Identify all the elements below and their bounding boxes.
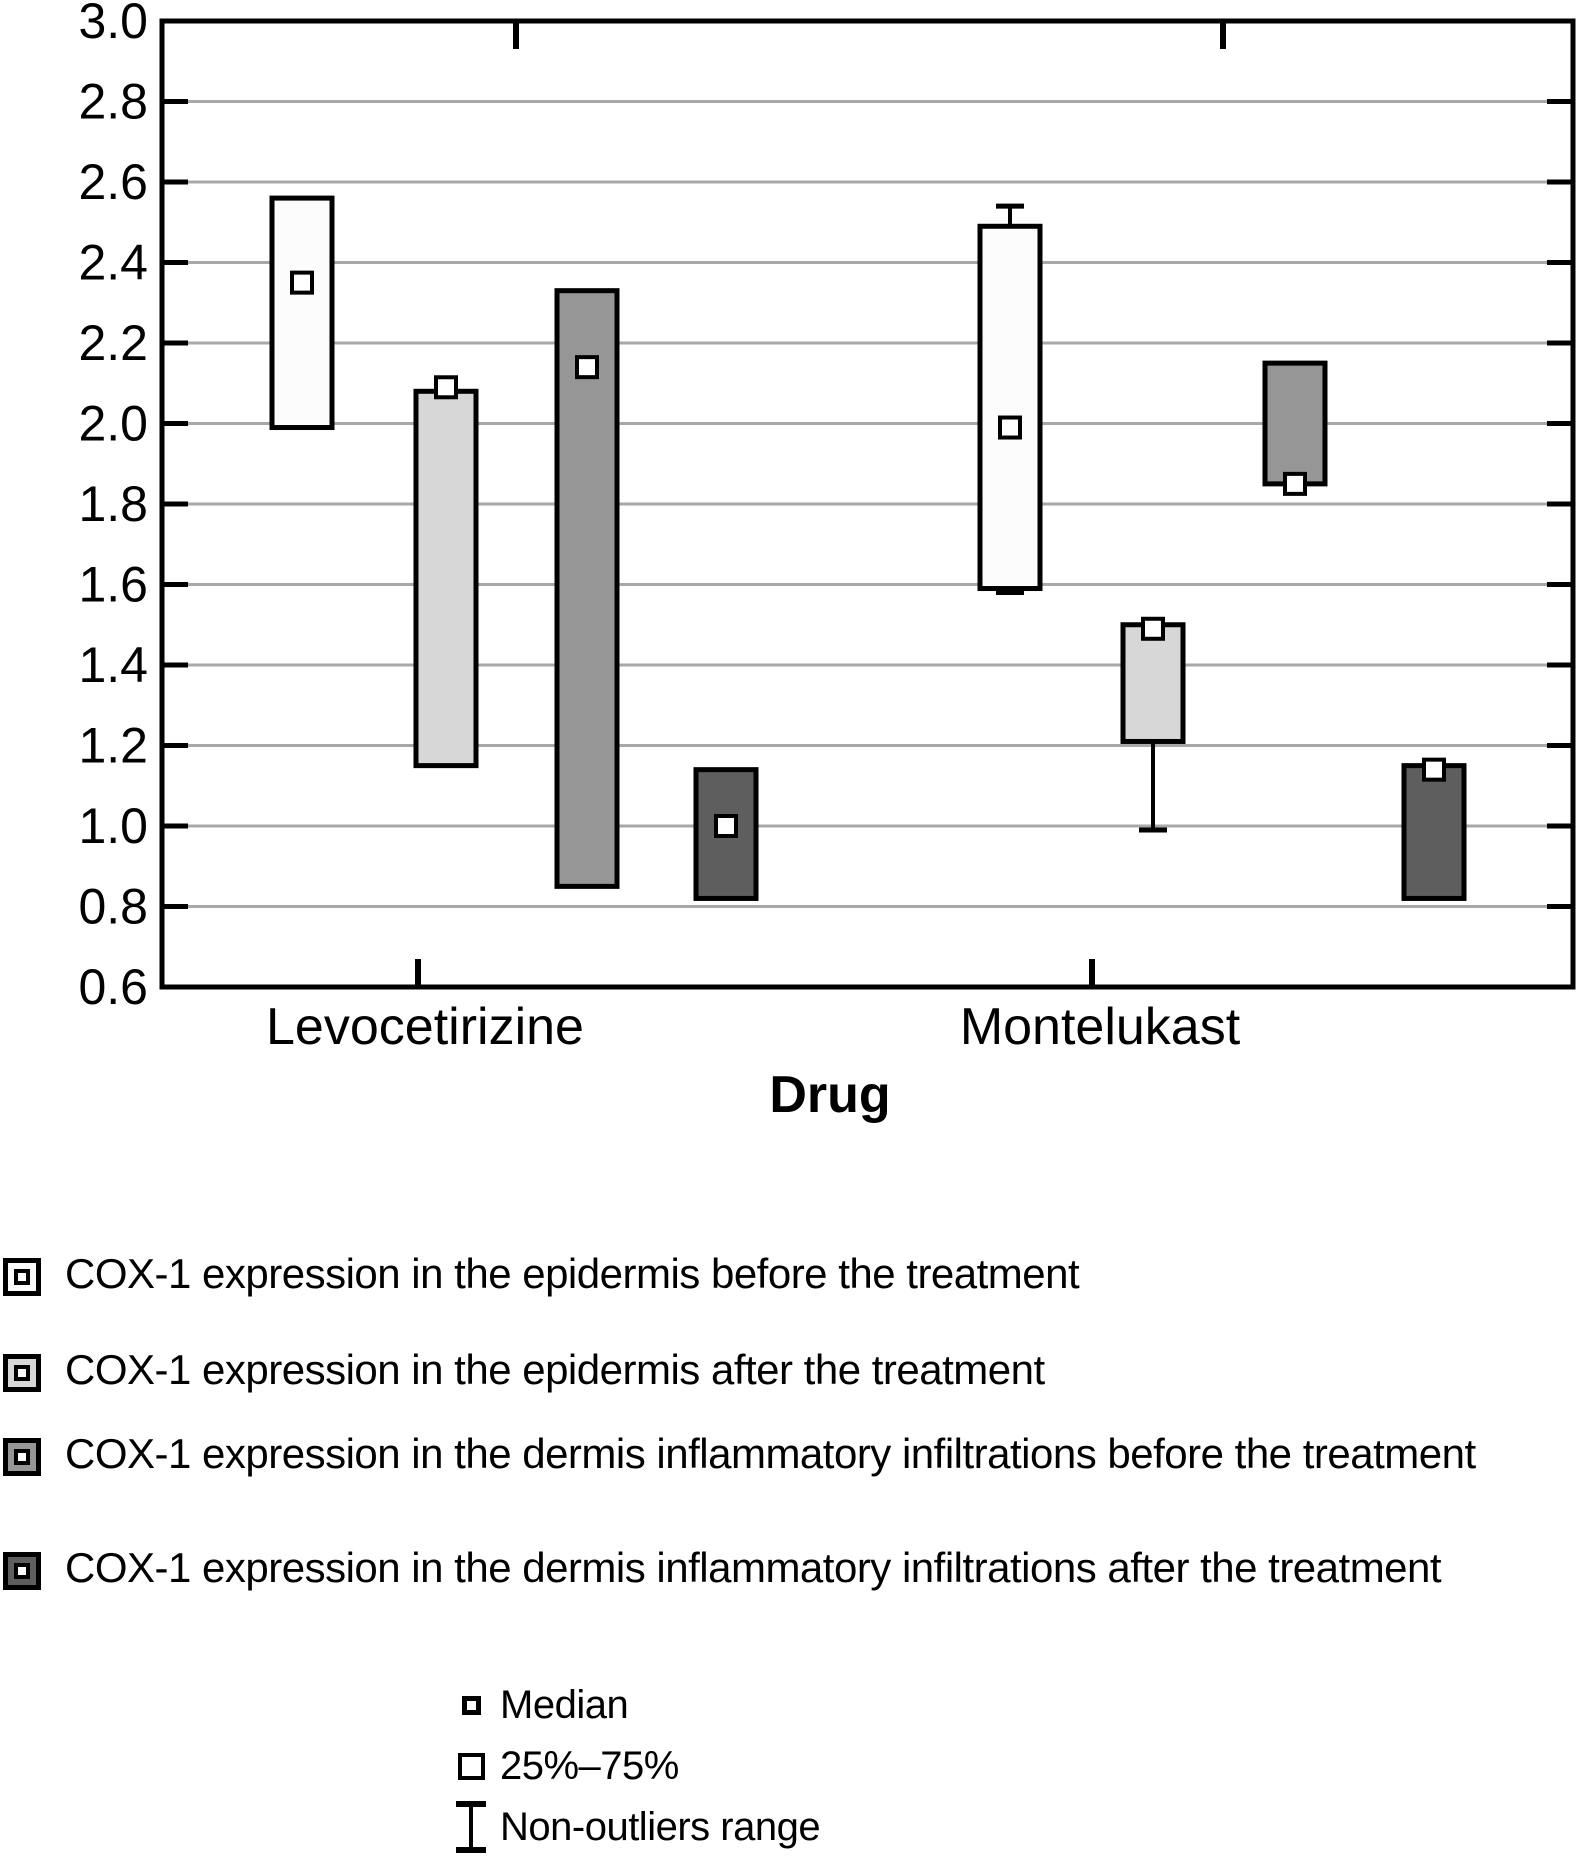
marker-legend-label: 25%–75% — [500, 1743, 679, 1788]
marker-legend-label: Non-outliers range — [500, 1804, 821, 1849]
marker-legend-item-box: 25%–75% — [452, 1738, 679, 1794]
svg-text:2.2: 2.2 — [78, 315, 148, 371]
series-legend-item: COX-1 expression in the dermis inflammat… — [3, 1426, 1545, 1482]
box-range-icon — [452, 1752, 490, 1780]
svg-text:2.0: 2.0 — [78, 396, 148, 452]
svg-text:1.2: 1.2 — [78, 718, 148, 774]
median-marker-icon — [452, 1695, 490, 1715]
series-swatch-icon — [3, 1354, 41, 1392]
series-swatch-icon — [3, 1258, 41, 1296]
svg-text:Montelukast: Montelukast — [960, 998, 1241, 1056]
svg-text:1.0: 1.0 — [78, 798, 148, 854]
series-legend-label: COX-1 expression in the dermis inflammat… — [65, 1544, 1442, 1591]
svg-text:2.6: 2.6 — [78, 154, 148, 210]
whisker-ibeam-icon — [452, 1800, 490, 1854]
svg-text:0.6: 0.6 — [78, 959, 148, 1015]
series-legend-item: COX-1 expression in the epidermis after … — [3, 1342, 1545, 1398]
series-legend-label: COX-1 expression in the epidermis before… — [65, 1250, 1080, 1297]
svg-text:1.6: 1.6 — [78, 557, 148, 613]
series-swatch-icon — [3, 1438, 41, 1476]
series-legend-item: COX-1 expression in the dermis inflammat… — [3, 1540, 1545, 1596]
svg-text:1.4: 1.4 — [78, 637, 148, 693]
marker-legend-label: Median — [500, 1682, 629, 1727]
median-marker-icon — [14, 1365, 30, 1381]
marker-legend-item-whisker: Non-outliers range — [452, 1799, 821, 1855]
svg-text:Drug: Drug — [769, 1066, 890, 1124]
marker-legend-item-median: Median — [452, 1677, 629, 1733]
median-marker-icon — [14, 1563, 30, 1579]
median-marker-icon — [14, 1269, 30, 1285]
svg-text:Levocetirizine: Levocetirizine — [266, 998, 584, 1056]
series-legend-item: COX-1 expression in the epidermis before… — [3, 1246, 1545, 1302]
boxplot-canvas: 3.0 2.8 2.6 2.4 2.2 2.0 1.8 1.6 1.4 1.2 1.0 0.8 0.6 L… — [78, 0, 1576, 1124]
svg-text:2.4: 2.4 — [78, 235, 148, 291]
series-legend-label: COX-1 expression in the epidermis after … — [65, 1346, 1045, 1393]
series-legend-label: COX-1 expression in the dermis inflammat… — [65, 1430, 1476, 1477]
svg-text:1.8: 1.8 — [78, 476, 148, 532]
svg-text:0.8: 0.8 — [78, 879, 148, 935]
svg-text:3.0: 3.0 — [78, 0, 148, 49]
svg-text:2.8: 2.8 — [78, 74, 148, 130]
median-marker-icon — [14, 1449, 30, 1465]
series-swatch-icon — [3, 1552, 41, 1590]
